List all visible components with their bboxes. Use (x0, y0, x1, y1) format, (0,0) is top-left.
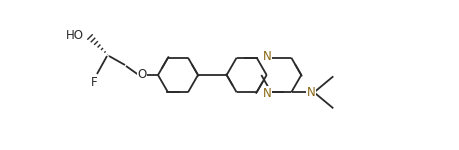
Text: HO: HO (66, 28, 84, 42)
Text: N: N (306, 86, 315, 99)
Text: N: N (262, 87, 271, 100)
Text: N: N (262, 50, 271, 63)
Text: F: F (90, 75, 97, 88)
Text: O: O (137, 69, 146, 81)
